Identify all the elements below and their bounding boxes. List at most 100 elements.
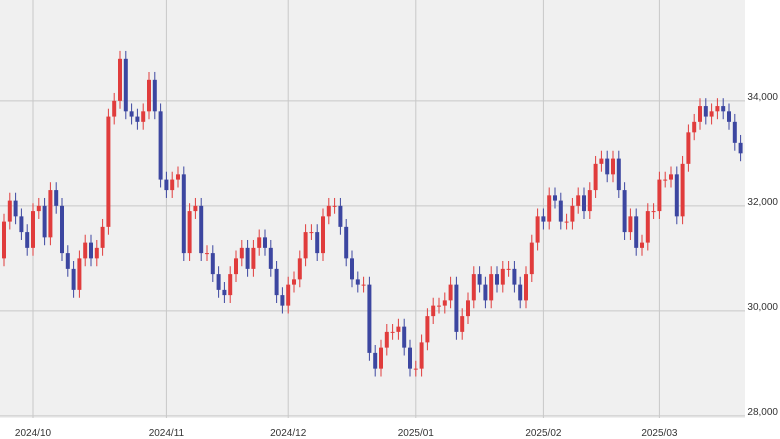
candle-body bbox=[292, 279, 296, 285]
candle-body bbox=[187, 211, 192, 254]
x-tick-label: 2024/12 bbox=[270, 428, 307, 439]
candle-body bbox=[570, 205, 575, 222]
candle-body bbox=[303, 232, 308, 259]
candle-body bbox=[309, 232, 314, 234]
candle-body bbox=[355, 279, 360, 285]
candle-body bbox=[77, 258, 82, 290]
candle-body bbox=[344, 226, 349, 259]
candle-body bbox=[535, 216, 540, 243]
candle-body bbox=[60, 205, 64, 254]
candle-body bbox=[657, 179, 662, 212]
candle-body bbox=[245, 247, 250, 269]
x-tick-label: 2025/02 bbox=[525, 428, 562, 439]
candle-body bbox=[280, 295, 285, 306]
candle-body bbox=[384, 331, 389, 348]
candle-body bbox=[564, 221, 569, 223]
candle-body bbox=[286, 284, 291, 306]
candle-body bbox=[112, 100, 117, 117]
candle-body bbox=[42, 205, 47, 238]
candle-body bbox=[193, 205, 198, 212]
candle-body bbox=[466, 300, 470, 317]
y-tick-label: 28,000 bbox=[747, 407, 778, 418]
candle-body bbox=[512, 268, 517, 285]
candle-body bbox=[7, 200, 12, 222]
candle-body bbox=[205, 253, 209, 255]
candle-body bbox=[321, 216, 325, 254]
candle-body bbox=[19, 216, 24, 233]
candle-body bbox=[367, 284, 372, 353]
candle-body bbox=[268, 247, 273, 269]
candle-body bbox=[558, 200, 563, 222]
candle-body bbox=[65, 253, 70, 269]
candle-body bbox=[489, 274, 494, 301]
candle-body bbox=[634, 216, 639, 248]
candle-body bbox=[297, 258, 302, 280]
candle-body bbox=[709, 111, 714, 117]
candle-body bbox=[692, 121, 697, 133]
candle-body bbox=[454, 284, 459, 332]
candle-body bbox=[738, 142, 743, 154]
candle-body bbox=[48, 190, 53, 238]
candle-body bbox=[686, 132, 691, 164]
candle-body bbox=[263, 237, 267, 248]
candle-body bbox=[13, 200, 18, 217]
candle-body bbox=[390, 331, 395, 333]
candle-body bbox=[31, 211, 35, 248]
candle-body bbox=[611, 158, 615, 175]
candle-body bbox=[587, 190, 592, 212]
candle-body bbox=[425, 316, 430, 343]
candle-body bbox=[442, 300, 447, 306]
candle-body bbox=[373, 352, 378, 369]
candle-body bbox=[593, 163, 598, 191]
candle-body bbox=[350, 258, 354, 280]
candle-body bbox=[645, 211, 650, 243]
candle-body bbox=[553, 195, 557, 201]
candle-body bbox=[239, 247, 244, 259]
candle-body bbox=[251, 247, 256, 269]
candle-body bbox=[599, 158, 604, 164]
candle-body bbox=[170, 179, 175, 191]
x-tick-label: 2024/11 bbox=[149, 428, 185, 439]
candle-body bbox=[274, 268, 279, 296]
candle-body bbox=[495, 274, 499, 285]
candle-body bbox=[663, 179, 668, 181]
candle-body bbox=[477, 274, 482, 285]
candle-body bbox=[89, 242, 93, 259]
candle-body bbox=[54, 190, 59, 206]
candle-body bbox=[210, 253, 215, 275]
candle-body bbox=[500, 268, 505, 285]
candle-body bbox=[471, 274, 476, 301]
candle-body bbox=[83, 242, 88, 259]
candle-body bbox=[147, 79, 151, 112]
candle-body bbox=[547, 195, 552, 222]
candle-body bbox=[628, 216, 633, 233]
candle-body bbox=[396, 326, 401, 332]
candle-body bbox=[506, 268, 511, 270]
candle-body bbox=[326, 205, 331, 217]
candle-body bbox=[622, 190, 627, 233]
candle-body bbox=[106, 116, 111, 227]
candle-body bbox=[152, 79, 157, 112]
candle-body bbox=[680, 163, 685, 217]
x-tick-label: 2025/03 bbox=[641, 428, 678, 439]
candle-body bbox=[181, 174, 186, 254]
candle-body bbox=[674, 174, 679, 217]
candle-body bbox=[164, 179, 169, 191]
y-tick-label: 30,000 bbox=[747, 302, 778, 313]
candle-body bbox=[582, 195, 586, 212]
candle-body bbox=[135, 116, 140, 122]
candle-body bbox=[234, 258, 238, 275]
candle-body bbox=[727, 111, 731, 122]
candle-body bbox=[228, 274, 233, 296]
candle-body bbox=[100, 226, 105, 248]
candle-body bbox=[379, 347, 383, 369]
candle-body bbox=[640, 242, 644, 248]
x-tick-label: 2025/01 bbox=[398, 428, 435, 439]
candle-body bbox=[651, 211, 656, 213]
candle-body bbox=[715, 106, 720, 112]
candle-body bbox=[216, 274, 221, 290]
candle-body bbox=[123, 58, 128, 112]
candle-body bbox=[402, 326, 407, 348]
candle-body bbox=[94, 247, 99, 259]
